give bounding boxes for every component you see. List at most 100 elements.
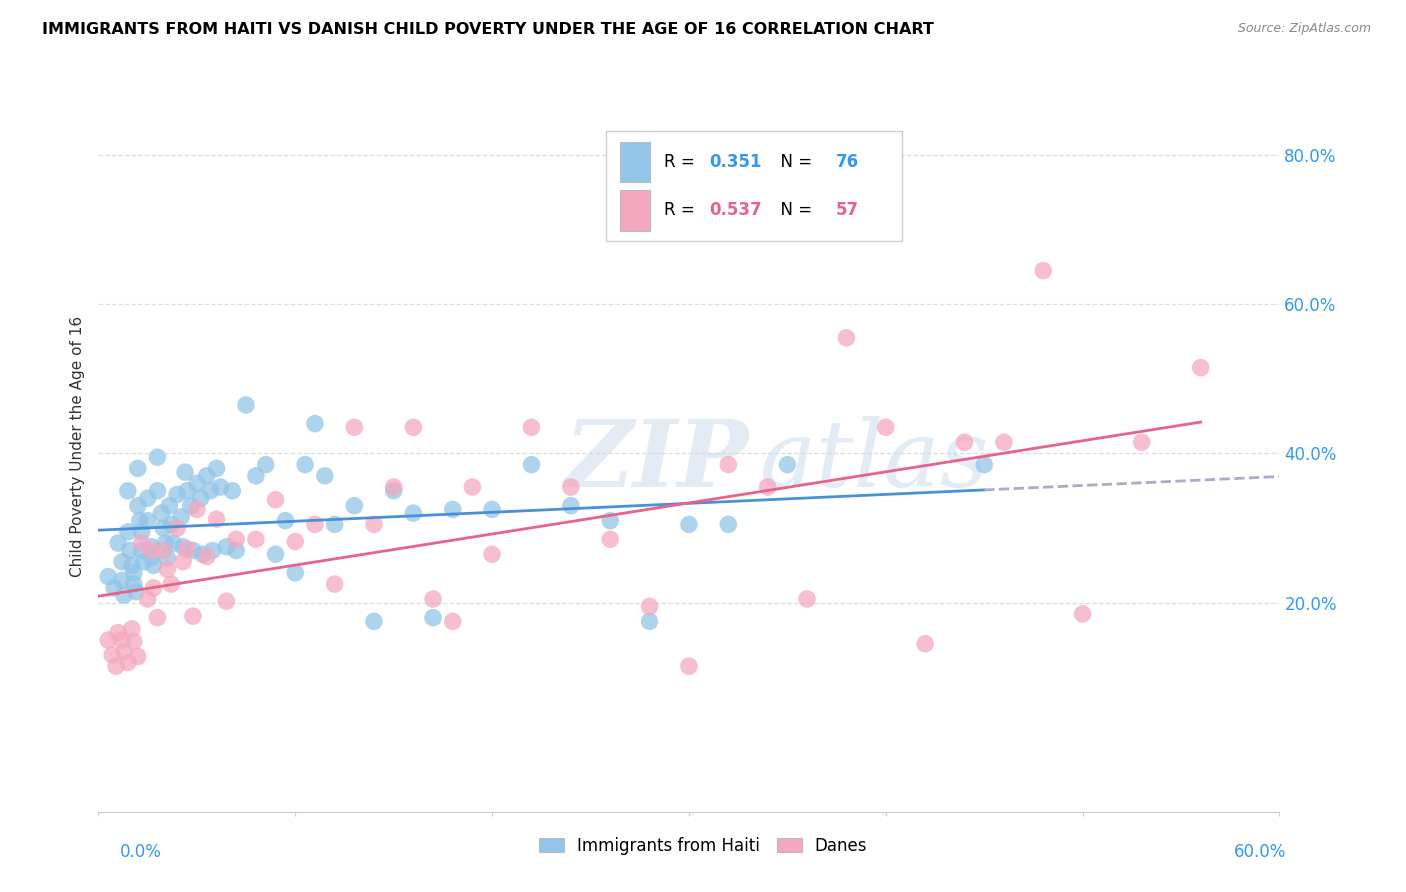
Text: Source: ZipAtlas.com: Source: ZipAtlas.com [1237,22,1371,36]
Point [264,547,287,561]
Text: N =: N = [770,153,818,171]
Point [304,517,326,532]
Text: IMMIGRANTS FROM HAITI VS DANISH CHILD POVERTY UNDER THE AGE OF 16 CORRELATION CH: IMMIGRANTS FROM HAITI VS DANISH CHILD PO… [42,22,934,37]
Point [195,549,218,564]
Point [1071,607,1094,621]
Point [560,480,582,494]
Point [835,331,858,345]
Point [121,622,143,636]
Text: 0.0%: 0.0% [120,843,162,861]
Text: N =: N = [770,202,818,219]
Point [117,656,139,670]
Point [209,480,232,494]
Point [117,524,139,539]
Text: 0.351: 0.351 [709,153,762,171]
Point [155,536,177,550]
Point [245,533,267,547]
Point [97,569,120,583]
Point [156,551,179,566]
Point [215,540,238,554]
Point [323,517,346,532]
Point [131,543,153,558]
Point [284,566,307,580]
Point [441,615,464,629]
Point [107,536,129,550]
Point [235,398,257,412]
Point [1189,360,1212,375]
Point [304,417,326,431]
Point [125,584,148,599]
Point [481,502,503,516]
Point [122,634,145,648]
Point [200,483,222,498]
Point [128,514,150,528]
Point [225,543,247,558]
Point [215,594,238,608]
Point [205,512,228,526]
Point [638,599,661,614]
Point [294,458,316,472]
Point [112,644,135,658]
Point [97,633,120,648]
Point [181,543,204,558]
Point [422,610,444,624]
Point [141,543,163,558]
Point [136,491,159,506]
Point [186,476,208,491]
Point [103,581,125,595]
Point [481,547,503,561]
Point [146,610,169,624]
Point [314,468,336,483]
Point [382,480,405,494]
Legend: Immigrants from Haiti, Danes: Immigrants from Haiti, Danes [531,830,875,862]
Point [382,483,405,498]
Point [172,540,194,554]
Point [162,536,184,550]
Point [121,558,143,573]
Point [105,659,128,673]
Point [461,480,484,494]
Point [176,483,198,498]
Point [284,534,307,549]
Point [176,541,198,556]
Point [190,491,212,506]
Point [166,521,188,535]
Point [953,435,976,450]
Point [796,592,818,607]
Point [875,420,897,434]
Point [170,509,193,524]
Text: 60.0%: 60.0% [1234,843,1286,861]
Point [274,514,297,528]
Point [122,577,145,591]
Point [156,562,179,576]
Point [205,461,228,475]
Point [560,499,582,513]
Point [343,420,366,434]
Point [136,592,159,607]
Point [520,458,543,472]
Point [186,502,208,516]
FancyBboxPatch shape [620,190,650,231]
Point [118,543,141,558]
Point [146,450,169,465]
Point [678,659,700,673]
Point [756,480,779,494]
Point [101,648,124,662]
Text: R =: R = [664,202,700,219]
Point [225,533,247,547]
Point [441,502,464,516]
Point [678,517,700,532]
Point [776,458,799,472]
Point [127,461,149,475]
Point [127,499,149,513]
Point [363,517,385,532]
Point [254,458,277,472]
Point [152,543,174,558]
Point [172,555,194,569]
Point [111,555,134,569]
Point [160,577,183,591]
Point [117,483,139,498]
Point [717,458,740,472]
Point [245,468,267,483]
Point [160,517,183,532]
